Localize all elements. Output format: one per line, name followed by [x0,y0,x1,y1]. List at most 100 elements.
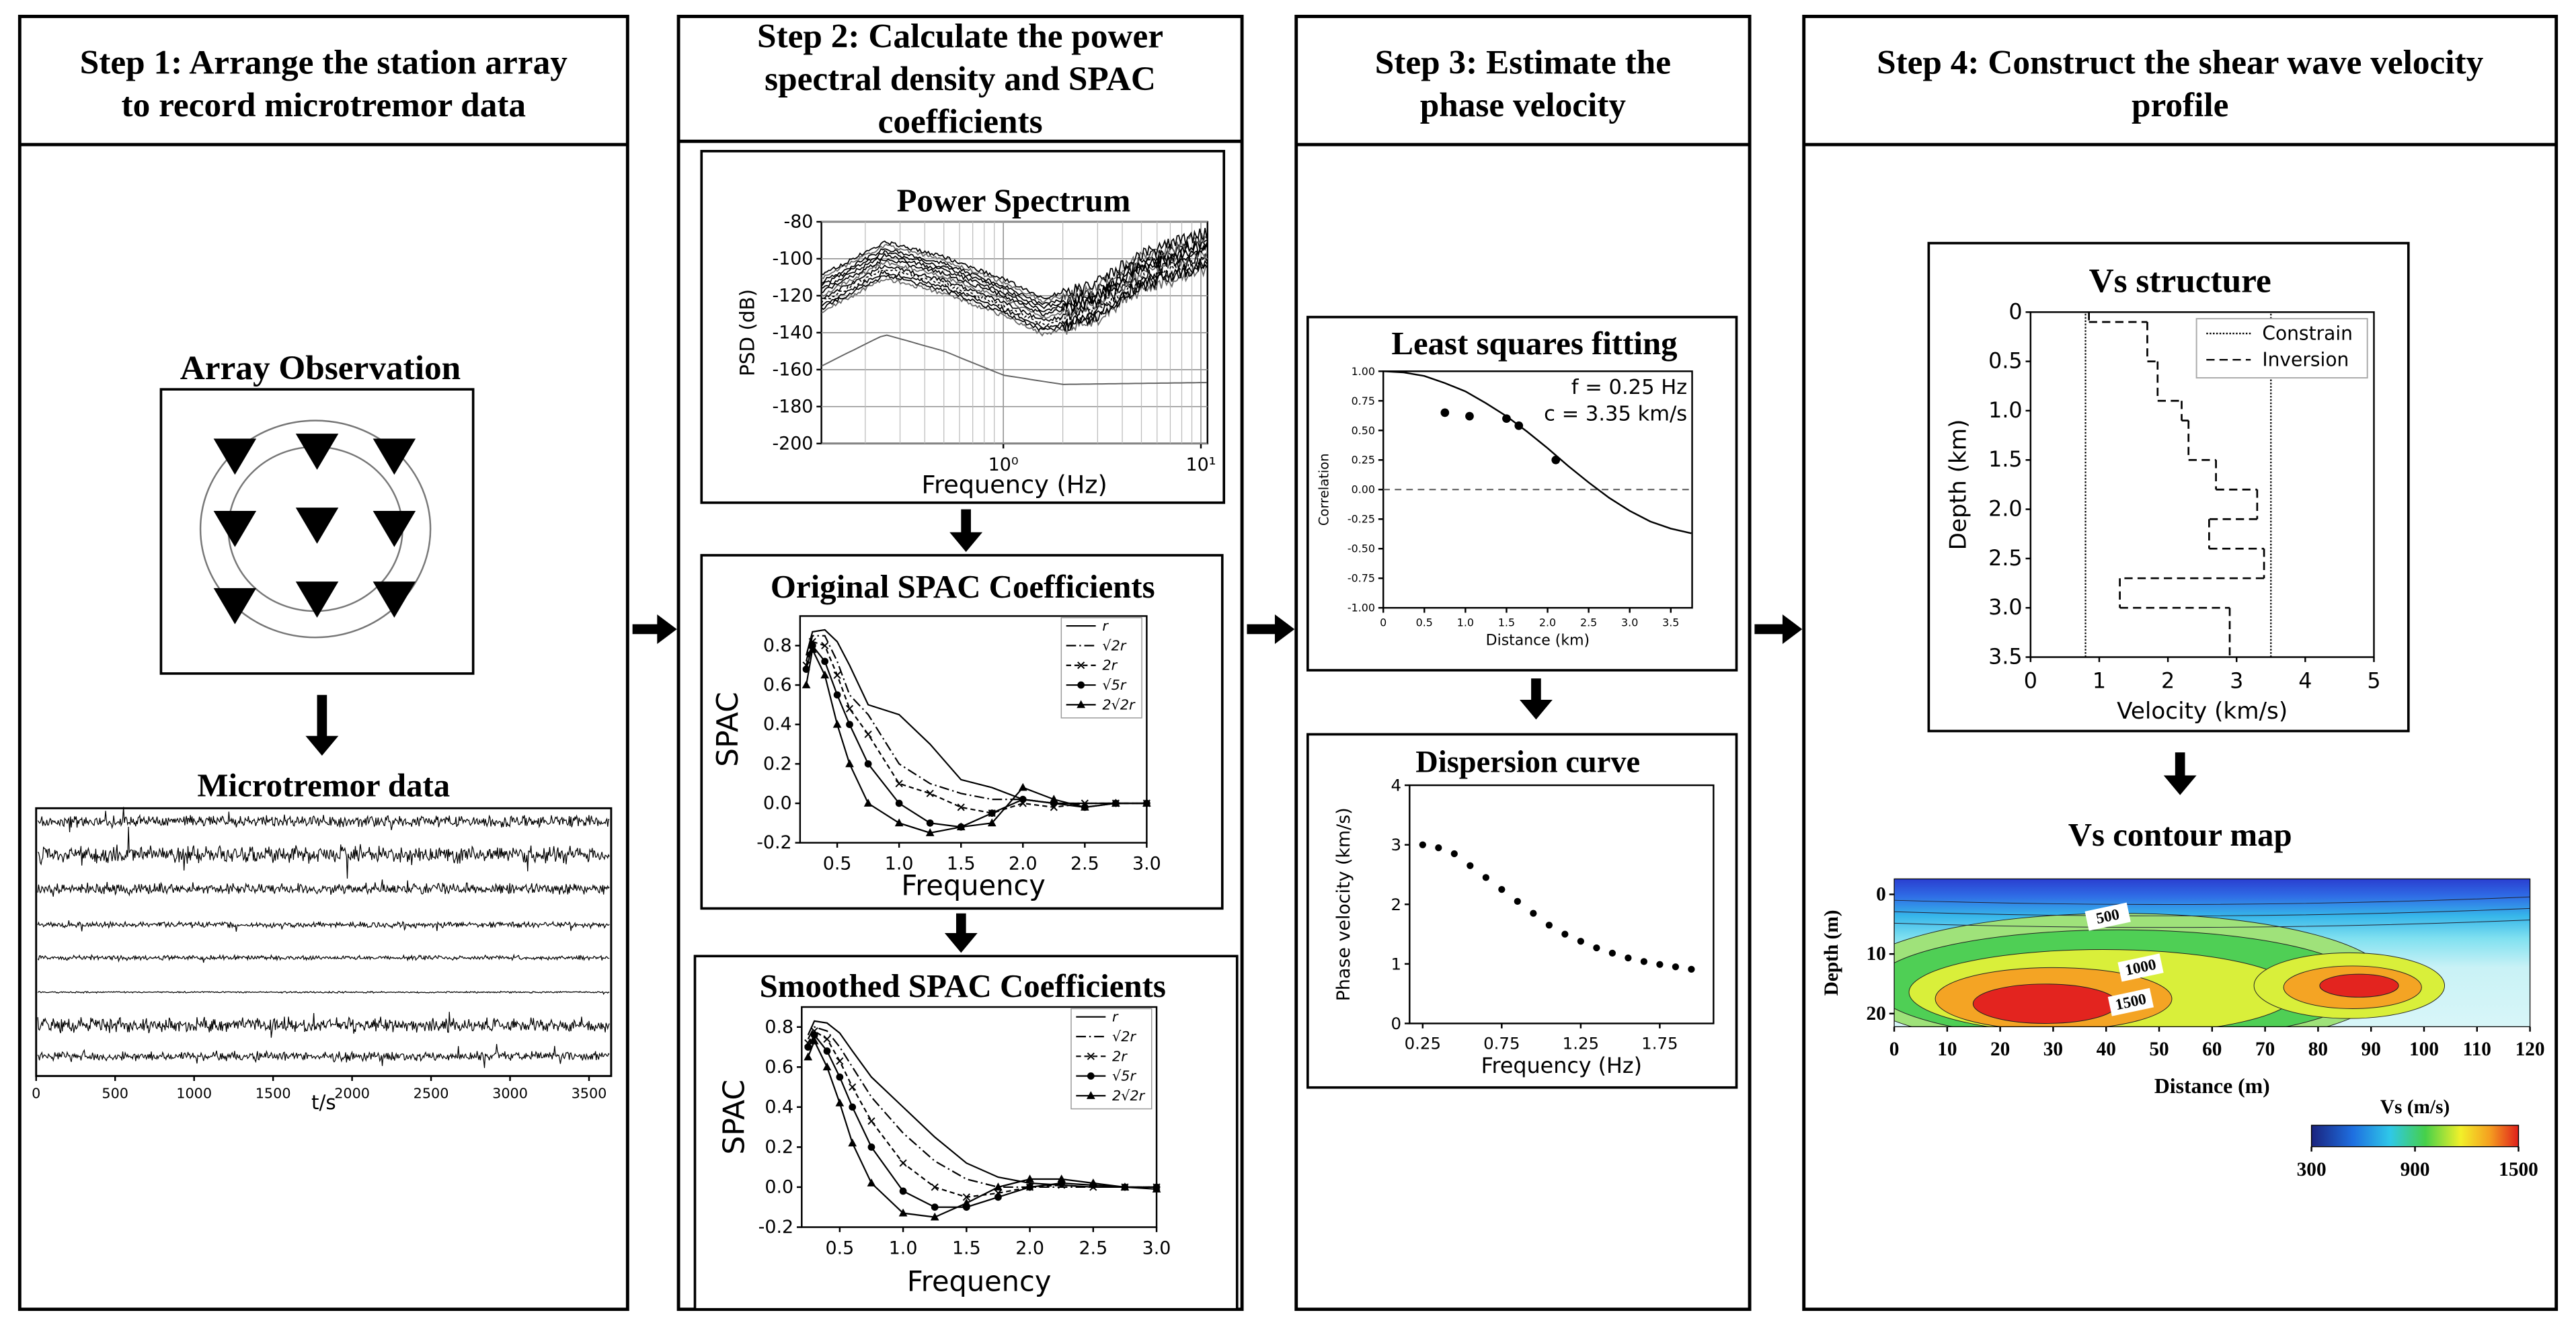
x-tick-label: 3.0 [1621,616,1638,629]
y-tick-label: 1 [1391,954,1402,973]
data-point [846,721,853,729]
data-point [867,1143,875,1151]
data-point [1087,1052,1095,1060]
y-tick-label: -200 [772,433,813,454]
trace [37,990,610,996]
data-point [1688,965,1695,973]
plot-frame [799,615,1148,844]
figure-title: Least squares fitting [1391,325,1677,362]
y-axis-label: Depth (m) [1821,910,1842,996]
data-point [1018,782,1027,791]
figure-frame [1306,733,1738,1089]
contour-line [1894,896,2530,905]
legend-label: 2√2r [1112,1088,1146,1104]
x-tick-label: 1000 [176,1086,212,1102]
x-tick-label: 0 [2024,669,2037,693]
data-point [1057,1174,1066,1182]
step-panel [1802,14,2559,1312]
data-point [804,1043,812,1051]
data-point [930,1212,939,1221]
data-point [823,1047,831,1055]
y-axis-label: SPAC [711,692,745,767]
y-tick-label: 1.00 [1352,365,1375,378]
x-tick-label: 1.0 [1457,616,1474,629]
x-tick-label: 3 [2230,669,2243,693]
data-point [931,1203,939,1211]
data-point [1514,421,1524,430]
x-tick-label: 60 [2202,1039,2222,1060]
y-tick-label: 0.00 [1352,483,1375,496]
x-tick-label: 0.5 [1416,616,1433,629]
data-point [1530,910,1537,917]
annotation: c = 3.35 km/s [1544,402,1687,426]
y-tick-label: -140 [772,322,813,343]
data-point [845,759,854,768]
data-point [894,818,904,827]
x-tick-label: 70 [2255,1039,2275,1060]
station [213,438,257,475]
array-ring [199,419,432,639]
y-tick-label: 3.5 [1988,645,2022,670]
data-point [1111,799,1120,807]
data-point [956,822,966,831]
legend-label: 2√2r [1102,696,1136,713]
x-tick-label: 1.5 [1498,616,1515,629]
station [373,581,416,618]
y-tick-label: -180 [772,396,813,417]
data-point [820,670,830,679]
x-tick-label: 30 [2043,1039,2063,1060]
data-point [1080,803,1089,811]
x-tick-label: 2.0 [1009,854,1038,875]
psd-trace [821,253,1208,322]
data-point [925,828,935,836]
data-point [994,1193,1002,1201]
step-panel [17,14,629,1312]
x-tick-label: 2500 [414,1086,449,1102]
figure-frame [1306,315,1738,672]
step-panel [1294,14,1752,1312]
data-point [1467,862,1474,869]
x-tick-label: 90 [2362,1039,2381,1060]
x-tick-label: 0 [1380,616,1387,629]
x-axis-label: Frequency (Hz) [922,470,1107,499]
data-point [957,803,965,811]
data-point [1625,954,1632,962]
data-point [1077,661,1085,670]
legend-label: Constrain [2262,323,2353,345]
y-tick-label: 2.5 [1988,547,2022,571]
legend-label: √2r [1102,637,1126,653]
data-point [931,1183,939,1191]
y-tick-label: 3 [1391,835,1402,854]
step-header: Step 2: Calculate the power [757,17,1163,55]
trace [37,1012,610,1038]
data-point [864,730,872,738]
y-tick-label: 0 [1876,883,1886,905]
station [373,438,416,475]
y-tick-label: 2.0 [1988,497,2022,522]
data-point [1577,938,1584,945]
annotation: f = 0.25 Hz [1571,376,1687,399]
y-tick-label: -0.75 [1348,572,1375,585]
figure-title: Vs contour map [2068,816,2292,853]
trace [37,953,610,963]
figure-frame [700,554,1224,910]
step-header: coefficients [878,102,1043,140]
x-tick-label: 4 [2298,669,2312,693]
contour-line [1894,908,2530,917]
psd-trace [821,258,1208,330]
y-tick-label: 0.8 [763,635,792,656]
x-tick-label: 10¹ [1185,454,1216,475]
data-point [836,1057,844,1065]
trace [37,879,610,897]
y-tick-label: 1.0 [1988,399,2022,423]
x-tick-label: 1.0 [889,1238,918,1259]
x-tick-label: 10 [1937,1039,1957,1060]
x-axis-label: Frequency (Hz) [1481,1054,1642,1078]
data-point [1419,841,1426,848]
x-tick-label: 2000 [334,1086,370,1102]
y-tick-label: 0.6 [765,1057,793,1078]
x-tick-label: 80 [2308,1039,2328,1060]
data-point [1142,799,1151,807]
